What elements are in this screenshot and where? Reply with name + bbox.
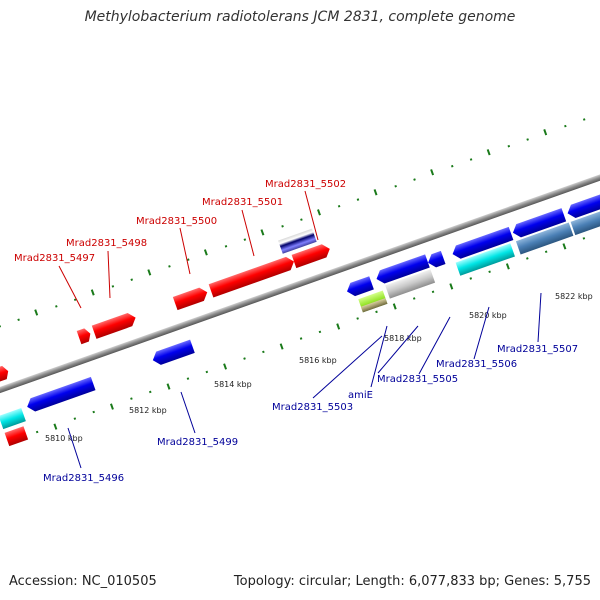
gene-arrow-mrad2831-5496[interactable] — [25, 376, 96, 414]
backbone-line — [0, 160, 600, 400]
tick-label: 5822 kbp — [555, 292, 593, 301]
gene-label-mrad2831-5503[interactable]: Mrad2831_5503 — [272, 402, 353, 413]
gene-arrow-mrad2831-5505[interactable] — [426, 250, 446, 270]
gene-arrow-mrad2831-5507[interactable] — [511, 208, 567, 239]
gene-arrow-reverse-top[interactable] — [374, 254, 430, 285]
ruler-labels: 5810 kbp 5812 kbp 5814 kbp 5816 kbp 5818… — [45, 292, 593, 443]
gene-label-mrad2831-5496[interactable]: Mrad2831_5496 — [43, 473, 124, 484]
forward-leader-lines — [58, 190, 319, 309]
gene-arrow-cyan[interactable] — [455, 243, 515, 276]
gene-arrow-amie[interactable] — [385, 269, 436, 299]
gene-arrow-forward[interactable] — [0, 365, 11, 388]
gene-arrow-mrad2831-5506[interactable] — [450, 226, 514, 261]
gene-arrow-amie-tan — [360, 298, 388, 313]
tick-label: 5820 kbp — [469, 311, 507, 320]
accession-label: Accession: NC_010505 — [9, 574, 157, 589]
gene-label-amie[interactable]: amiE — [348, 390, 373, 401]
reverse-gene-labels: Mrad2831_5496 Mrad2831_5499 Mrad2831_550… — [43, 344, 578, 484]
gene-arrow-mrad2831-5502[interactable] — [278, 228, 317, 254]
map-title: Methylobacterium radiotolerans JCM 2831,… — [84, 9, 516, 25]
gene-arrow-steelblue[interactable] — [515, 222, 574, 255]
gene-arrow-forward-b[interactable] — [291, 242, 332, 269]
gene-label-mrad2831-5505[interactable]: Mrad2831_5505 — [377, 374, 458, 385]
gene-arrow-mrad2831-5499[interactable] — [151, 339, 195, 367]
gene-arrow-reverse-left-b[interactable] — [4, 426, 29, 447]
gene-arrow-mrad2831-5497[interactable] — [76, 327, 93, 345]
gene-arrow-mrad2831-5498[interactable] — [91, 311, 138, 339]
reverse-tick-row — [35, 237, 586, 434]
gene-label-mrad2831-5500[interactable]: Mrad2831_5500 — [136, 216, 217, 227]
gene-label-mrad2831-5501[interactable]: Mrad2831_5501 — [202, 197, 283, 208]
gene-label-mrad2831-5507[interactable]: Mrad2831_5507 — [497, 344, 578, 355]
gene-label-mrad2831-5506[interactable]: Mrad2831_5506 — [436, 359, 517, 370]
reverse-leader-lines — [67, 292, 542, 469]
gene-arrow-steelblue-far[interactable] — [570, 208, 600, 236]
genome-track — [0, 118, 600, 447]
tick-label: 5810 kbp — [45, 434, 83, 443]
genome-stats-label: Topology: circular; Length: 6,077,833 bp… — [233, 574, 591, 589]
tick-label: 5814 kbp — [214, 380, 252, 389]
tick-label: 5816 kbp — [299, 356, 337, 365]
gene-label-mrad2831-5502[interactable]: Mrad2831_5502 — [265, 179, 346, 190]
gene-arrow-reverse-left[interactable] — [0, 407, 26, 430]
gene-arrow-reverse-far[interactable] — [565, 192, 600, 220]
gene-arrow-mrad2831-5501[interactable] — [208, 255, 297, 298]
tick-label: 5812 kbp — [129, 406, 167, 415]
gene-label-mrad2831-5499[interactable]: Mrad2831_5499 — [157, 437, 238, 448]
gene-arrow-reverse-mid[interactable] — [345, 276, 374, 298]
tick-label: 5818 kbp — [384, 334, 422, 343]
gene-label-mrad2831-5497[interactable]: Mrad2831_5497 — [14, 253, 95, 264]
gene-arrow-mrad2831-5500[interactable] — [172, 286, 210, 311]
forward-tick-row — [0, 118, 586, 328]
forward-gene-labels: Mrad2831_5497 Mrad2831_5498 Mrad2831_550… — [14, 179, 346, 264]
gene-label-mrad2831-5498[interactable]: Mrad2831_5498 — [66, 238, 147, 249]
